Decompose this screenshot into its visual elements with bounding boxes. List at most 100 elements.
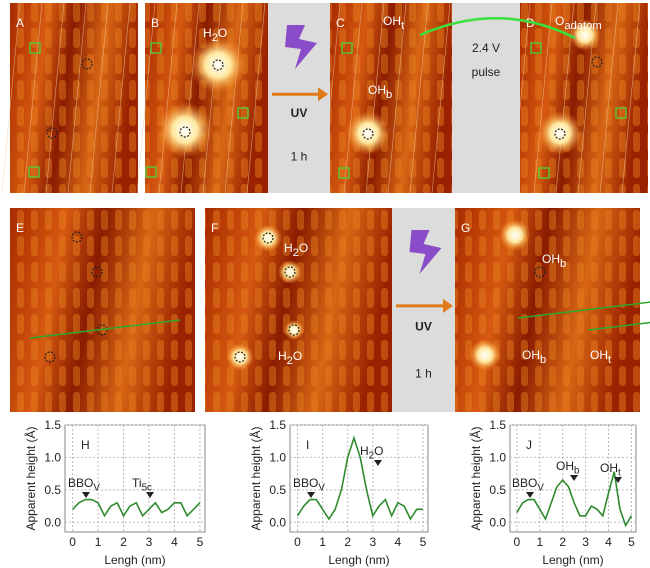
chart-annotation-after: O bbox=[374, 444, 383, 458]
annotation-arrow bbox=[526, 492, 534, 498]
chart-annotation-sub: V bbox=[537, 483, 544, 494]
y-tick-label: 1.0 bbox=[269, 450, 286, 464]
chart-annotation: Ti5c bbox=[132, 476, 152, 494]
site-circle bbox=[234, 351, 246, 363]
y-tick-label: 1.5 bbox=[44, 418, 61, 432]
profile-curve bbox=[296, 435, 423, 521]
y-tick-label: 0.0 bbox=[489, 515, 506, 529]
site-circle bbox=[288, 324, 300, 336]
image-note-sub: b bbox=[386, 89, 392, 101]
pulse-arrow bbox=[419, 16, 576, 40]
chart-annotation: BBOV bbox=[68, 476, 100, 494]
image-note-sub: 2 bbox=[293, 247, 299, 259]
image-note: OHt bbox=[383, 14, 405, 32]
site-marker bbox=[28, 166, 40, 178]
adsorbate bbox=[346, 111, 390, 155]
panel-label: F bbox=[211, 221, 218, 235]
image-note-sub: 2 bbox=[287, 355, 293, 367]
image-note-after: O bbox=[293, 349, 302, 363]
y-axis-label: Apparent height (Å) bbox=[468, 426, 483, 530]
lattice-line bbox=[136, 2, 156, 194]
image-note: OHb bbox=[522, 348, 546, 366]
step-text: 1 h bbox=[415, 366, 432, 380]
annotation-arrow bbox=[307, 492, 315, 498]
annotation-arrow bbox=[374, 460, 382, 466]
x-tick-label: 2 bbox=[120, 535, 127, 549]
site-marker bbox=[341, 42, 353, 54]
chart-annotation-text: H bbox=[360, 444, 369, 458]
chart-annotation-text: BBO bbox=[293, 476, 318, 490]
chart-annotation: OHt bbox=[600, 461, 621, 479]
chart-annotation-text: Ti bbox=[132, 476, 142, 490]
site-marker bbox=[145, 166, 157, 178]
x-tick-label: 0 bbox=[294, 535, 301, 549]
x-tick-label: 3 bbox=[146, 535, 153, 549]
profile-curve bbox=[516, 471, 633, 528]
y-axis-label: Apparent height (Å) bbox=[23, 426, 38, 530]
image-note-text: OH bbox=[383, 14, 401, 28]
site-circle bbox=[44, 351, 56, 363]
lattice-line bbox=[599, 2, 619, 194]
panel-label: B bbox=[151, 16, 159, 30]
x-tick-label: 2 bbox=[344, 535, 351, 549]
y-axis-label: Apparent height (Å) bbox=[248, 426, 263, 530]
site-marker bbox=[29, 42, 41, 54]
panel-label: E bbox=[16, 221, 24, 235]
site-circle bbox=[179, 126, 191, 138]
image-note-sub: 2 bbox=[212, 32, 218, 44]
site-marker bbox=[538, 167, 550, 179]
image-note: H2O bbox=[284, 241, 308, 259]
x-tick-label: 0 bbox=[69, 535, 76, 549]
chart-annotation-text: OH bbox=[600, 461, 618, 475]
x-axis-label: Lengh (nm) bbox=[104, 553, 165, 567]
adsorbate bbox=[278, 260, 302, 284]
stm-texture bbox=[205, 208, 392, 412]
chart-annotation: OHb bbox=[556, 459, 580, 477]
image-note-after: O bbox=[218, 26, 227, 40]
adsorbate bbox=[569, 19, 601, 51]
y-tick-label: 0.5 bbox=[44, 483, 61, 497]
site-circle bbox=[81, 58, 93, 70]
chart-annotation: H2O bbox=[360, 444, 383, 462]
uv-icon bbox=[285, 25, 317, 69]
lattice-line bbox=[533, 2, 553, 194]
image-note-text: H bbox=[284, 241, 293, 255]
panel-label: J bbox=[526, 438, 532, 452]
chart-annotation-text: BBO bbox=[512, 476, 537, 490]
lattice-line bbox=[89, 2, 109, 194]
site-circle bbox=[91, 266, 103, 278]
image-note-text: OH bbox=[522, 348, 540, 362]
step-text: 2.4 V bbox=[472, 41, 500, 55]
chart-annotation-sub: V bbox=[93, 483, 100, 494]
chart-annotation-text: OH bbox=[556, 459, 574, 473]
x-tick-label: 1 bbox=[319, 535, 326, 549]
image-note: OHt bbox=[590, 348, 612, 366]
stm-texture bbox=[145, 3, 268, 193]
x-axis-label: Lengh (nm) bbox=[542, 553, 603, 567]
image-note: Oadatom bbox=[555, 14, 602, 32]
image-note-sub: t bbox=[401, 20, 405, 32]
lattice-line bbox=[23, 2, 43, 194]
lattice-line bbox=[224, 2, 244, 194]
image-note-sub: b bbox=[540, 354, 546, 366]
step-arrowhead bbox=[443, 298, 453, 313]
x-tick-label: 5 bbox=[628, 535, 635, 549]
chart-annotation-sub: t bbox=[618, 468, 621, 479]
site-marker bbox=[615, 107, 627, 119]
lattice-line bbox=[202, 2, 222, 194]
profile-line bbox=[517, 301, 650, 319]
stm-texture bbox=[455, 208, 640, 412]
x-tick-label: 3 bbox=[582, 535, 589, 549]
adsorbate bbox=[284, 320, 304, 340]
site-circle bbox=[262, 232, 274, 244]
adsorbate bbox=[538, 111, 582, 155]
profile-line bbox=[29, 319, 181, 339]
x-tick-label: 0 bbox=[514, 535, 521, 549]
lattice-line bbox=[365, 2, 385, 194]
site-circle bbox=[71, 231, 83, 243]
image-note-text: H bbox=[203, 26, 212, 40]
chart-annotation: BBOV bbox=[293, 476, 325, 494]
panel-label: G bbox=[461, 221, 470, 235]
y-tick-label: 0.0 bbox=[269, 515, 286, 529]
site-circle bbox=[212, 59, 224, 71]
